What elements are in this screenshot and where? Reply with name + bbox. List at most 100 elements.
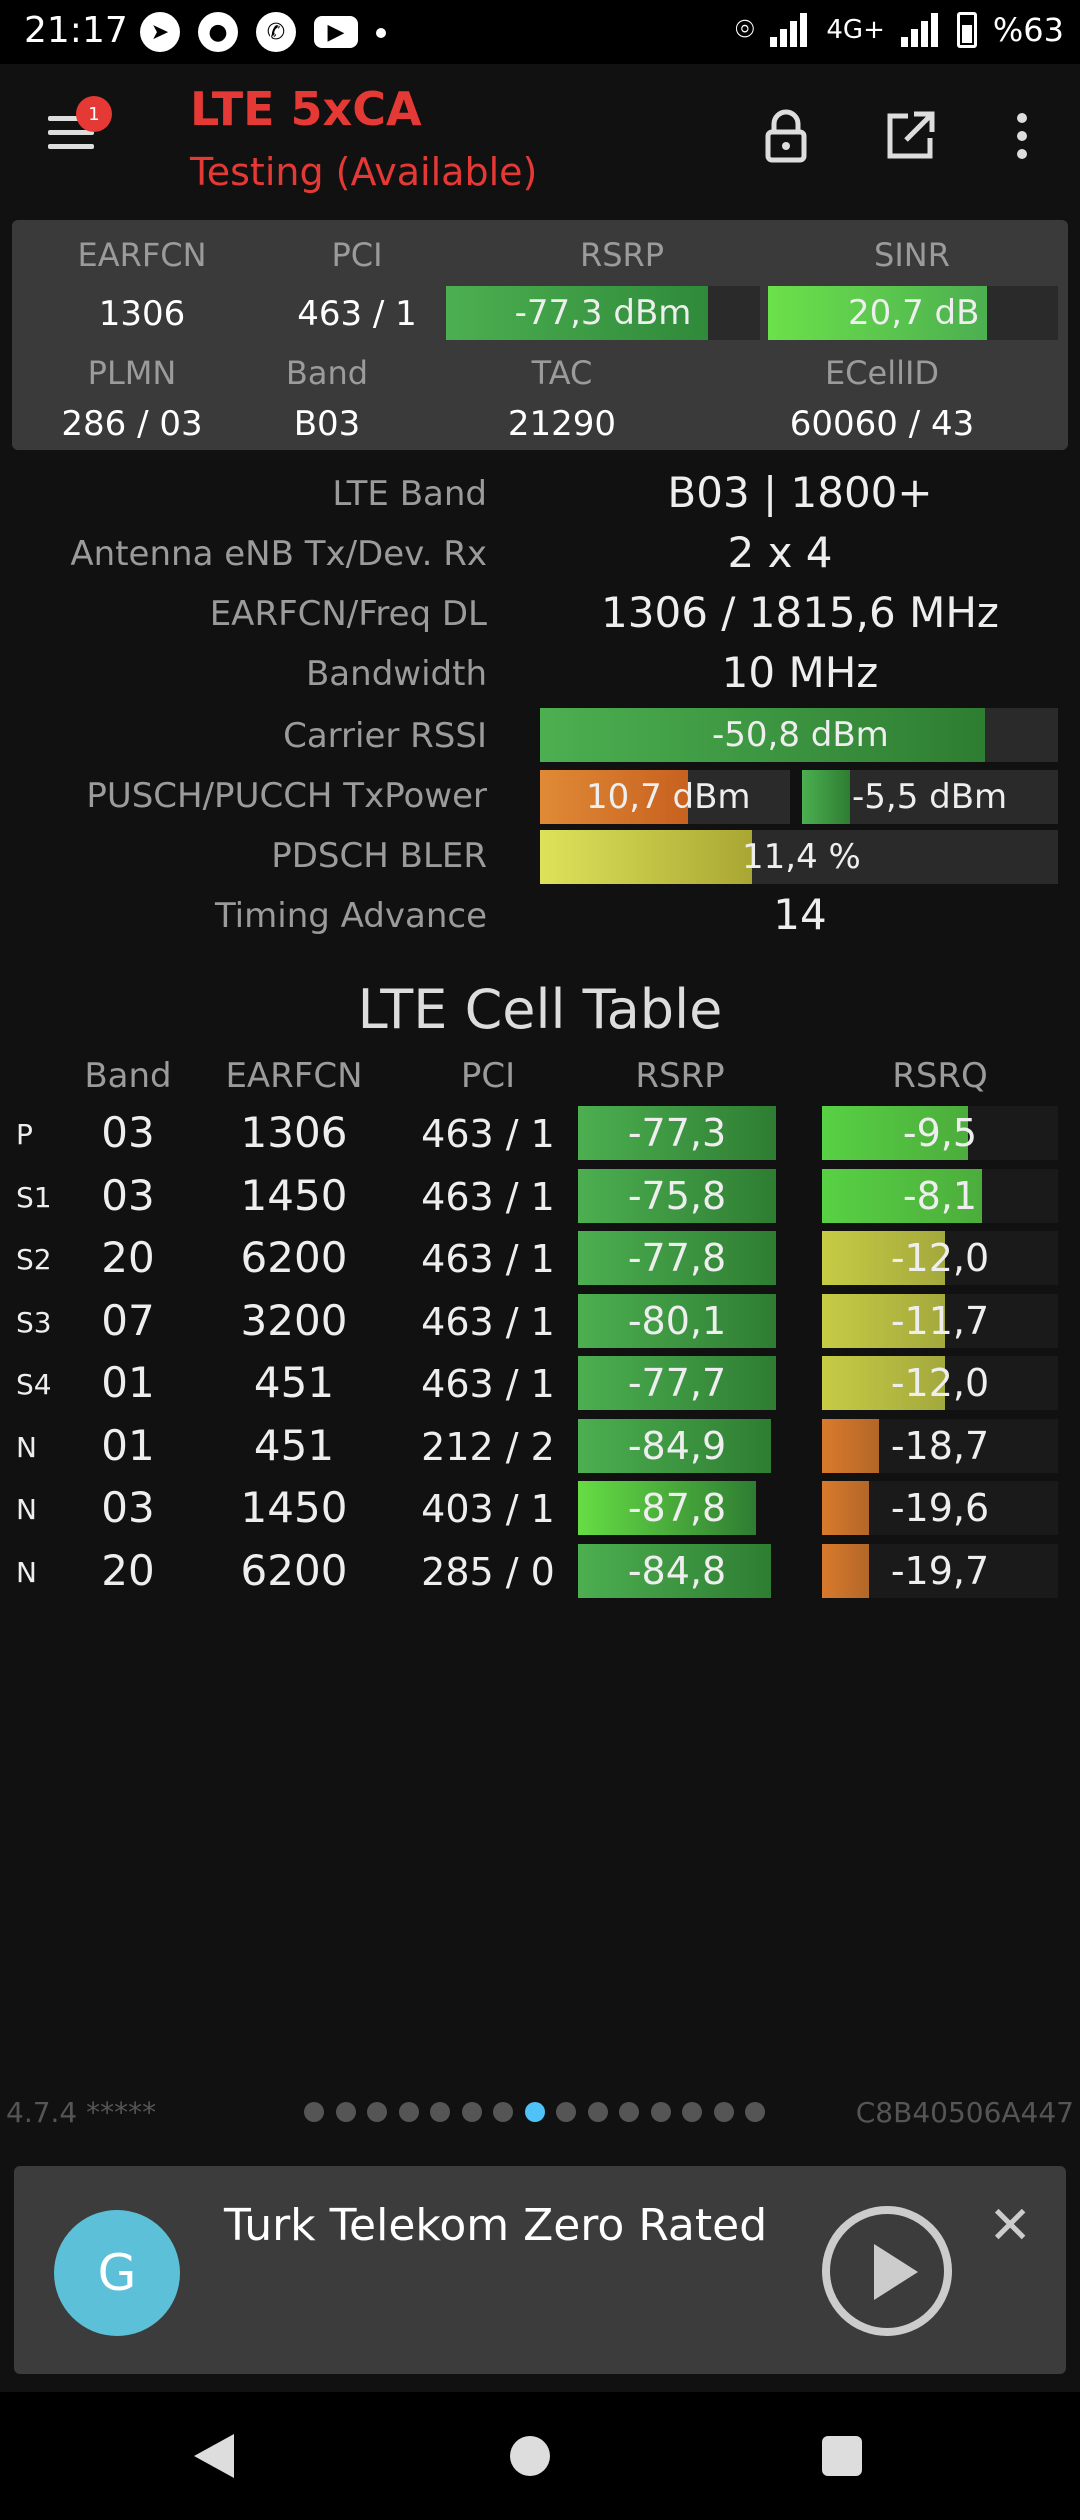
page-dot[interactable] bbox=[461, 2102, 482, 2122]
cell-band: 03 bbox=[101, 1108, 155, 1157]
label-txpower: PUSCH/PUCCH TxPower bbox=[86, 776, 487, 816]
sinr-bar-fill bbox=[768, 286, 987, 340]
dot-icon bbox=[376, 28, 386, 38]
cell-rsrq-value: -8,1 bbox=[902, 1173, 978, 1218]
home-icon[interactable] bbox=[510, 2436, 550, 2476]
cell-rsrp-bar: -77,8 bbox=[578, 1231, 776, 1285]
page-dot[interactable] bbox=[493, 2102, 513, 2122]
cell-rsrp-bar: -75,8 bbox=[578, 1168, 776, 1223]
close-icon[interactable]: ✕ bbox=[988, 2196, 1032, 2256]
cell-rsrq-bar-fill bbox=[822, 1293, 945, 1348]
cell-pci: 463 / 1 bbox=[421, 1174, 555, 1219]
more-vert-icon[interactable] bbox=[992, 106, 1052, 166]
page-dot[interactable] bbox=[587, 2102, 608, 2122]
cell-rsrp-bar-fill bbox=[578, 1231, 776, 1285]
cell-rsrq-bar: -8,1 bbox=[822, 1168, 1058, 1223]
cell-rsrp-bar: -84,8 bbox=[578, 1543, 776, 1598]
open-external-icon[interactable] bbox=[880, 106, 940, 166]
location-icon: ⌾ bbox=[735, 10, 755, 48]
cell-band: 01 bbox=[101, 1420, 155, 1470]
cell-earfcn: 6200 bbox=[240, 1545, 348, 1595]
signal-icon bbox=[900, 12, 941, 47]
page-subtitle: Testing (Available) bbox=[190, 150, 538, 194]
menu-button[interactable] bbox=[40, 108, 100, 158]
ad-title[interactable]: Turk Telekom Zero Rated bbox=[224, 2200, 768, 2251]
cell-rsrp-bar: -87,8 bbox=[578, 1481, 776, 1535]
battery-icon bbox=[956, 11, 977, 48]
device-id: C8B40506A447 bbox=[855, 2096, 1074, 2129]
cell-rsrp-value: -77,8 bbox=[627, 1236, 727, 1280]
header-sinr: SINR bbox=[874, 236, 950, 274]
cell-rsrq-value: -9,5 bbox=[902, 1111, 978, 1155]
page-dot[interactable] bbox=[398, 2102, 419, 2122]
cell-pci: 463 / 1 bbox=[421, 1112, 555, 1156]
summary-ecellid: 60060 / 43 bbox=[789, 404, 975, 444]
cell-rsrp-bar-fill bbox=[578, 1418, 771, 1473]
cell-rsrp-bar-fill bbox=[578, 1356, 776, 1410]
cell-band: 07 bbox=[101, 1295, 155, 1345]
header-plmn: PLMN bbox=[87, 354, 177, 392]
header-tac: TAC bbox=[531, 354, 593, 392]
status-notification-icons: ➤ ● ✆ ▶ bbox=[140, 12, 386, 52]
cell-rsrq-bar-fill bbox=[822, 1356, 945, 1410]
cell-pci: 212 / 2 bbox=[421, 1424, 555, 1469]
lock-icon[interactable] bbox=[756, 106, 816, 166]
col-header-pci: PCI bbox=[460, 1056, 516, 1096]
cell-rsrq-bar-fill bbox=[822, 1543, 869, 1598]
summary-tac: 21290 bbox=[507, 404, 617, 444]
page-dot[interactable] bbox=[430, 2102, 450, 2122]
back-icon[interactable] bbox=[194, 2434, 234, 2478]
cell-earfcn: 6200 bbox=[240, 1233, 348, 1282]
page-dot[interactable] bbox=[619, 2102, 639, 2122]
cell-rsrq-value: -12,0 bbox=[890, 1361, 990, 1405]
cell-earfcn: 1450 bbox=[240, 1170, 348, 1220]
youtube-icon: ▶ bbox=[314, 16, 358, 48]
row-type-label: N bbox=[16, 1555, 37, 1589]
header-earfcn: EARFCN bbox=[77, 236, 207, 274]
cell-rsrq-bar: -19,7 bbox=[822, 1543, 1058, 1598]
row-type-label: S4 bbox=[16, 1368, 52, 1401]
page-dot[interactable] bbox=[335, 2102, 356, 2122]
row-type-label: N bbox=[16, 1493, 37, 1526]
notification-badge: 1 bbox=[76, 96, 112, 132]
cell-rsrq-bar: -19,6 bbox=[822, 1481, 1058, 1535]
value-pdsch-bler: 11,4 % bbox=[742, 837, 861, 877]
summary-panel: EARFCN PCI RSRP SINR 1306 463 / 1 -77,3 … bbox=[12, 220, 1068, 450]
pdsch-bler-bar: 11,4 % bbox=[540, 830, 1058, 884]
page-dot[interactable] bbox=[367, 2102, 387, 2122]
ad-banner[interactable]: G Turk Telekom Zero Rated ✕ bbox=[14, 2166, 1066, 2374]
summary-plmn: 286 / 03 bbox=[61, 404, 203, 444]
value-lte-band: B03 | 1800+ bbox=[667, 468, 933, 517]
cell-rsrq-value: -19,6 bbox=[890, 1486, 990, 1530]
play-icon[interactable] bbox=[822, 2206, 952, 2336]
pusch-bar: 10,7 dBm bbox=[540, 770, 790, 824]
page-dot[interactable] bbox=[524, 2102, 545, 2122]
header-band: Band bbox=[285, 354, 369, 392]
cell-rsrp-bar: -77,3 bbox=[578, 1106, 776, 1160]
cell-rsrp-value: -84,8 bbox=[627, 1548, 727, 1593]
page-dot[interactable] bbox=[713, 2102, 734, 2122]
cell-rsrp-value: -87,8 bbox=[627, 1486, 727, 1530]
value-pucch: -5,5 dBm bbox=[852, 777, 1008, 817]
page-dot[interactable] bbox=[682, 2102, 702, 2122]
cell-rsrp-value: -77,7 bbox=[627, 1361, 727, 1405]
cell-earfcn: 3200 bbox=[240, 1295, 348, 1345]
page-dot[interactable] bbox=[304, 2102, 324, 2122]
pusch-bar-fill bbox=[540, 770, 688, 824]
pucch-bar-fill bbox=[802, 770, 850, 824]
page-dot[interactable] bbox=[650, 2102, 671, 2122]
page-indicator[interactable] bbox=[304, 2102, 765, 2122]
rsrp-value: -77,3 dBm bbox=[514, 293, 692, 333]
cell-rsrp-bar-fill bbox=[578, 1543, 771, 1598]
page-dot[interactable] bbox=[556, 2102, 576, 2122]
col-header-rsrp: RSRP bbox=[635, 1056, 725, 1096]
cell-band: 03 bbox=[101, 1483, 155, 1532]
cell-rsrq-value: -12,0 bbox=[890, 1236, 990, 1280]
row-type-label: S1 bbox=[16, 1180, 52, 1214]
recent-apps-icon[interactable] bbox=[822, 2436, 862, 2476]
cell-rsrp-bar-fill bbox=[578, 1481, 756, 1535]
battery-percent: %63 bbox=[992, 10, 1064, 49]
cell-rsrq-bar-fill bbox=[822, 1418, 879, 1473]
cell-rsrp-bar: -77,7 bbox=[578, 1356, 776, 1410]
page-dot[interactable] bbox=[745, 2102, 765, 2122]
